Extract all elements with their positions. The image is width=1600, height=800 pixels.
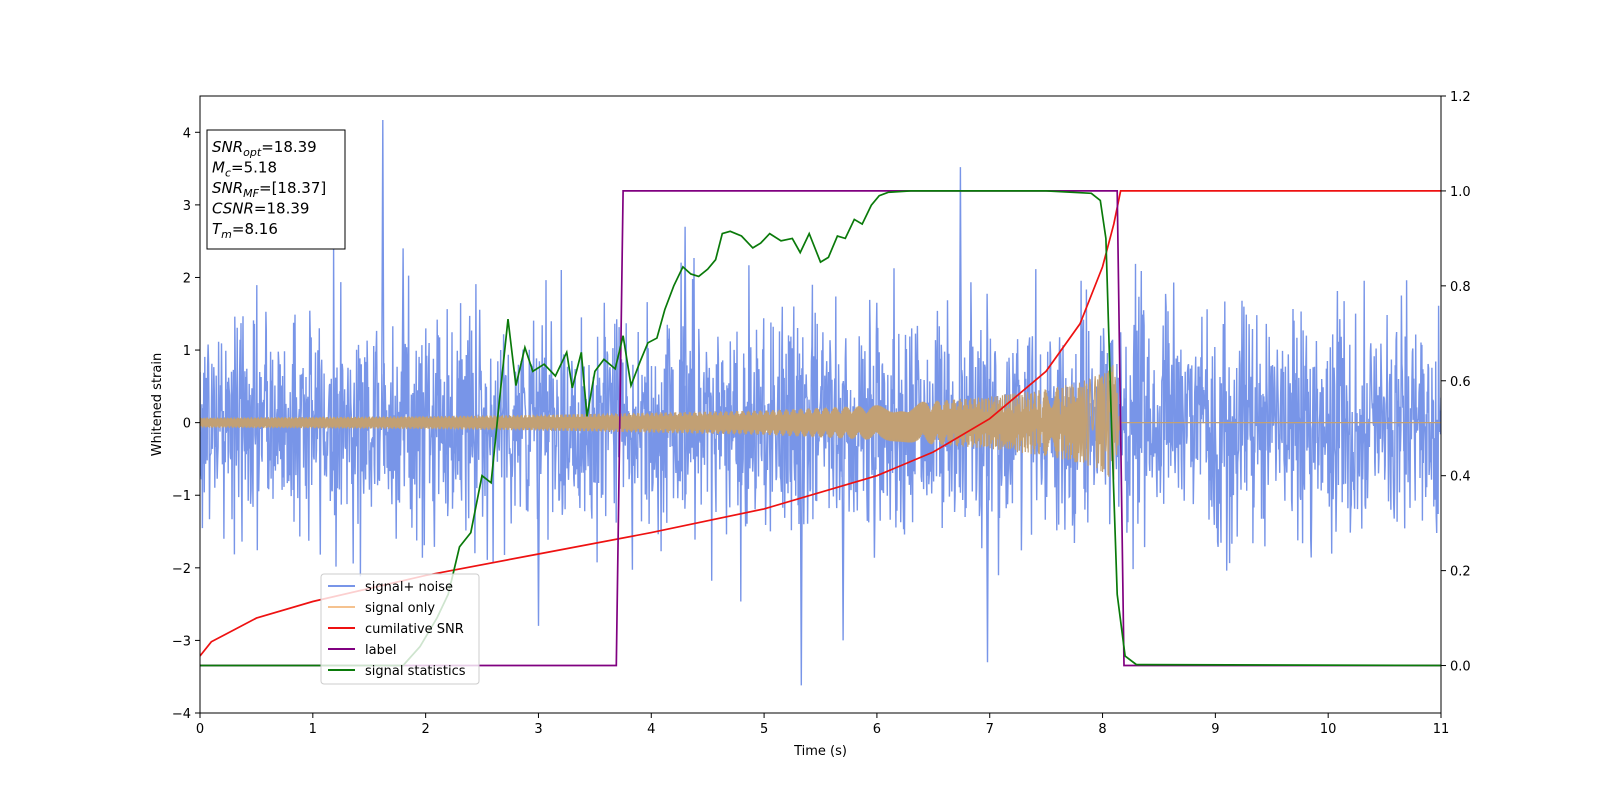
x-tick-label: 10 xyxy=(1320,722,1337,737)
y2-tick-label: 0.6 xyxy=(1450,375,1471,390)
axes-frame xyxy=(199,95,1442,714)
x-tick-label: 5 xyxy=(760,722,768,737)
info-line: SNRMF=[18.37] xyxy=(212,179,326,200)
legend-label-cumilative-snr: cumilative SNR xyxy=(365,622,464,637)
y-tick-label: −3 xyxy=(172,634,191,649)
x-axis-label: Time (s) xyxy=(793,744,847,759)
y-tick-label: −1 xyxy=(172,489,191,504)
legend-label-signal-only: signal only xyxy=(365,601,435,616)
y-tick-label: −2 xyxy=(172,562,191,577)
legend: signal+ noise signal only cumilative SNR la… xyxy=(320,573,480,685)
x-tick-label: 0 xyxy=(196,722,204,737)
x-tick-label: 9 xyxy=(1211,722,1219,737)
info-line: CSNR=18.39 xyxy=(212,200,309,218)
y2-tick-label: 1.2 xyxy=(1450,90,1471,105)
y2-tick-label: 0.2 xyxy=(1450,565,1471,580)
x-tick-label: 3 xyxy=(534,722,542,737)
plot-frame xyxy=(199,95,1442,714)
legend-label-signal-statistics: signal statistics xyxy=(365,664,466,679)
y-tick-label: 0 xyxy=(183,417,191,432)
series-signal-only xyxy=(200,365,1441,480)
info-box: SNRopt=18.39Mc=5.18SNRMF=[18.37]CSNR=18.… xyxy=(206,129,346,250)
y-tick-label: 4 xyxy=(183,126,191,141)
info-line: SNRopt=18.39 xyxy=(212,138,317,159)
y-tick-label: −4 xyxy=(172,707,191,722)
y-tick-label: 3 xyxy=(183,199,191,214)
legend-label-signal-noise: signal+ noise xyxy=(365,580,453,595)
x-tick-label: 11 xyxy=(1433,722,1450,737)
ticks-layer: 0 1 2 3 4 5 6 7 8 9 10 11 −4 −3 −2 −1 0 1 2 3 4 0.0 0.2 0.4 0.6 0… xyxy=(172,90,1471,737)
legend-label-label: label xyxy=(365,643,396,658)
info-box-frame xyxy=(206,129,346,250)
info-line: Tm=8.16 xyxy=(212,220,278,241)
x-tick-label: 7 xyxy=(986,722,994,737)
series-signal-noise xyxy=(200,119,1441,686)
series-layer xyxy=(200,119,1441,686)
y-tick-label: 2 xyxy=(183,271,191,286)
y2-tick-label: 1.0 xyxy=(1450,185,1471,200)
x-tick-label: 6 xyxy=(873,722,881,737)
x-tick-label: 4 xyxy=(647,722,655,737)
y2-tick-label: 0.4 xyxy=(1450,470,1471,485)
y2-tick-label: 0.8 xyxy=(1450,280,1471,295)
x-tick-label: 8 xyxy=(1098,722,1106,737)
info-line: Mc=5.18 xyxy=(212,159,277,180)
y-axis-label: Whitened strain xyxy=(150,353,165,456)
x-tick-label: 2 xyxy=(421,722,429,737)
y2-tick-label: 0.0 xyxy=(1450,660,1471,675)
y-tick-label: 1 xyxy=(183,344,191,359)
legend-frame xyxy=(320,573,480,685)
x-tick-label: 1 xyxy=(309,722,317,737)
series-signal-statistics xyxy=(200,190,1441,667)
